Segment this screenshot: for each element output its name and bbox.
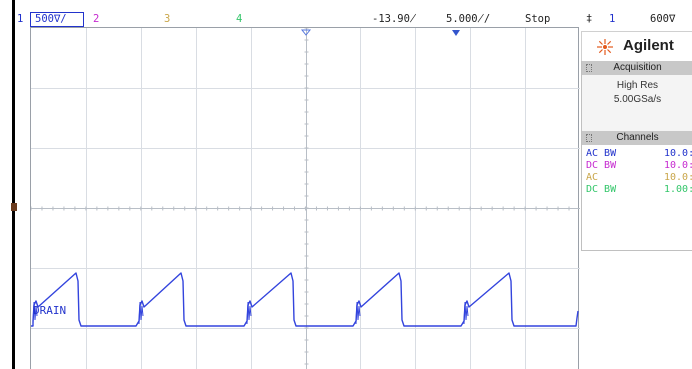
channel-coupling: DC BW: [586, 184, 617, 195]
time-offset[interactable]: -13.90̸: [372, 13, 417, 25]
drain-waveform-trace: [31, 272, 579, 327]
acquisition-sample-rate: 5.00GSa/s: [613, 94, 662, 105]
run-state[interactable]: Stop: [525, 13, 551, 25]
ringing-spike: [138, 301, 144, 325]
channel-probe-ratio: 10.0:: [664, 160, 692, 171]
channel-1-highlight[interactable]: [30, 12, 84, 27]
channel-row[interactable]: DC BW 10.0:: [586, 160, 692, 171]
channel-row[interactable]: AC 10.0:: [586, 172, 692, 183]
channel-1-number[interactable]: 1: [17, 13, 24, 25]
acquisition-header: Acquisition: [582, 61, 692, 75]
channel-coupling: DC BW: [586, 160, 617, 171]
grip-icon: [586, 134, 592, 142]
acquisition-section[interactable]: Acquisition High Res 5.00GSa/s: [581, 61, 692, 131]
ringing-spike: [355, 301, 361, 325]
left-bezel: [12, 0, 15, 369]
acquisition-header-label: Acquisition: [613, 62, 662, 73]
status-bar: 1 500∇/ 2 3 4 -13.90̸ 5.000̸/ Stop ‡ 1 6…: [15, 0, 692, 27]
ground-reference-marker: [11, 203, 17, 211]
channel-3-number[interactable]: 3: [164, 13, 171, 25]
brand-header: Agilent: [581, 31, 692, 61]
trigger-symbol[interactable]: ‡: [586, 13, 593, 25]
trigger-channel[interactable]: 1: [609, 13, 616, 25]
acquisition-mode: High Res: [616, 80, 659, 91]
brand-name: Agilent: [623, 37, 674, 54]
channel-row[interactable]: DC BW 1.00:: [586, 184, 692, 195]
channel-1-scale[interactable]: 500∇/: [35, 13, 67, 25]
grip-icon: [586, 64, 592, 72]
channel-coupling: AC BW: [586, 148, 617, 159]
channel-4-number[interactable]: 4: [236, 13, 243, 25]
ringing-spike: [246, 301, 252, 325]
channel-probe-ratio: 10.0:: [664, 172, 692, 183]
channel-coupling: AC: [586, 172, 599, 183]
channel-2-number[interactable]: 2: [93, 13, 100, 25]
channel-row[interactable]: AC BW 10.0:: [586, 148, 692, 159]
channel-probe-ratio: 1.00:: [664, 184, 692, 195]
time-reference-marker: [300, 29, 312, 36]
channels-header-label: Channels: [616, 132, 659, 143]
channels-section[interactable]: Channels AC BW 10.0: DC BW 10.0: AC 10.0: DC B…: [581, 131, 692, 251]
ringing-spike: [463, 301, 469, 325]
channels-header: Channels: [582, 131, 692, 145]
info-panel: Agilent Acquisition High Res 5.00GSa/s C…: [580, 27, 692, 369]
trigger-level[interactable]: 600∇: [650, 13, 676, 25]
channel-label: DRAIN: [33, 304, 66, 317]
channel-probe-ratio: 10.0:: [664, 148, 692, 159]
time-scale[interactable]: 5.000̸/: [446, 13, 491, 25]
agilent-spark-icon: [597, 39, 613, 55]
ringing-spike: [32, 301, 38, 325]
trigger-position-marker: [452, 30, 460, 36]
waveform-grid[interactable]: TDRAIN1: [30, 27, 580, 369]
graticule: TDRAIN1: [31, 28, 580, 369]
